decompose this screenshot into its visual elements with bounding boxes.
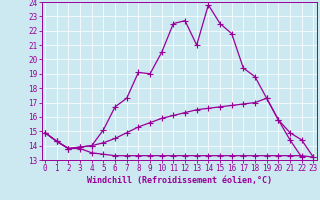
X-axis label: Windchill (Refroidissement éolien,°C): Windchill (Refroidissement éolien,°C) bbox=[87, 176, 272, 185]
